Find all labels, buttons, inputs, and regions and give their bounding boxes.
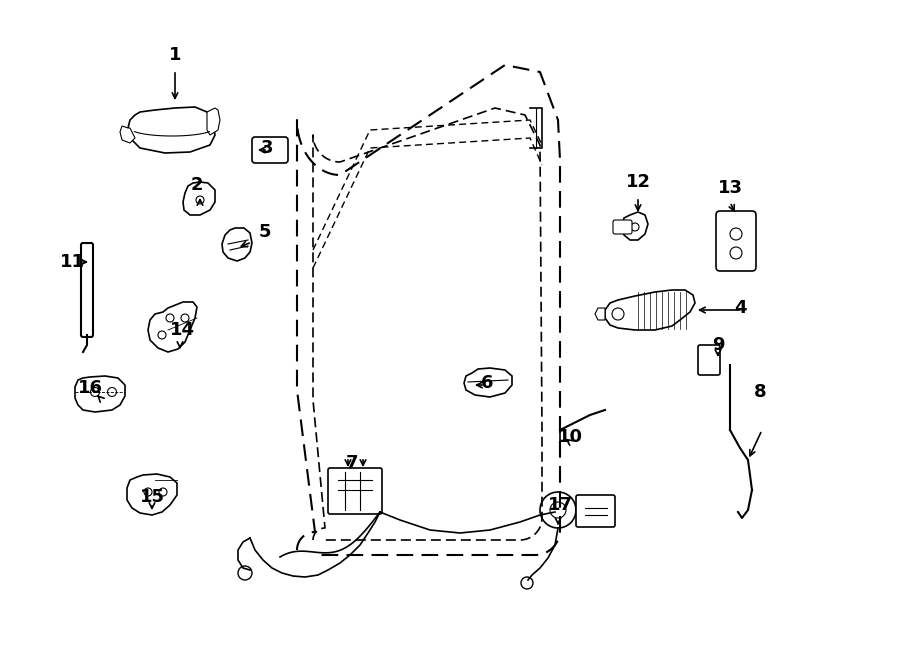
Polygon shape xyxy=(120,126,135,143)
Text: 13: 13 xyxy=(717,179,742,197)
Text: 10: 10 xyxy=(557,428,582,446)
Text: 11: 11 xyxy=(59,253,85,271)
Circle shape xyxy=(91,387,100,397)
Text: 6: 6 xyxy=(481,374,493,392)
Circle shape xyxy=(612,308,624,320)
Circle shape xyxy=(521,577,533,589)
Circle shape xyxy=(540,492,576,528)
Text: 4: 4 xyxy=(734,299,746,317)
Circle shape xyxy=(144,488,152,496)
Circle shape xyxy=(158,331,166,339)
Circle shape xyxy=(631,223,639,231)
Text: 16: 16 xyxy=(77,379,103,397)
FancyBboxPatch shape xyxy=(716,211,756,271)
Circle shape xyxy=(107,387,116,397)
Text: 17: 17 xyxy=(547,496,572,514)
Text: 7: 7 xyxy=(346,454,358,472)
Circle shape xyxy=(730,247,742,259)
Text: 2: 2 xyxy=(191,176,203,194)
FancyBboxPatch shape xyxy=(328,468,382,514)
Text: 9: 9 xyxy=(712,336,724,354)
Polygon shape xyxy=(75,376,125,412)
Text: 5: 5 xyxy=(259,223,271,241)
Polygon shape xyxy=(605,290,695,330)
Polygon shape xyxy=(222,228,252,261)
FancyBboxPatch shape xyxy=(81,243,93,337)
Circle shape xyxy=(238,566,252,580)
Circle shape xyxy=(166,314,174,322)
FancyBboxPatch shape xyxy=(252,137,288,163)
Text: 14: 14 xyxy=(169,321,194,339)
Polygon shape xyxy=(207,108,220,135)
Circle shape xyxy=(730,228,742,240)
Circle shape xyxy=(196,196,204,204)
Polygon shape xyxy=(127,474,177,515)
Polygon shape xyxy=(183,182,215,215)
Circle shape xyxy=(181,314,189,322)
Polygon shape xyxy=(622,212,648,240)
FancyBboxPatch shape xyxy=(613,220,632,234)
Text: 12: 12 xyxy=(626,173,651,191)
Text: 15: 15 xyxy=(140,488,165,506)
Polygon shape xyxy=(128,107,215,153)
Circle shape xyxy=(159,488,167,496)
FancyBboxPatch shape xyxy=(698,345,720,375)
Polygon shape xyxy=(595,308,605,320)
Text: 8: 8 xyxy=(753,383,766,401)
Polygon shape xyxy=(464,368,512,397)
FancyBboxPatch shape xyxy=(576,495,615,527)
Circle shape xyxy=(550,502,566,518)
Text: 1: 1 xyxy=(169,46,181,64)
Text: 3: 3 xyxy=(261,139,274,157)
Polygon shape xyxy=(148,302,197,352)
